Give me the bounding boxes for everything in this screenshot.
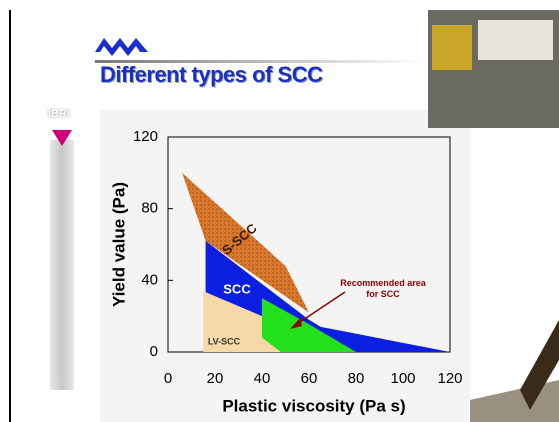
x-tick-label: 40: [254, 370, 271, 387]
slide-title: Different types of SCC: [100, 62, 322, 88]
region-label: LV-SCC: [208, 336, 241, 346]
y-tick-label: 120: [133, 128, 158, 145]
y-tick-label: 80: [141, 200, 158, 217]
y-axis-label: Yield value (Pa): [109, 182, 128, 307]
side-label: IBRI: [48, 108, 70, 120]
x-axis-label: Plastic viscosity (Pa s): [222, 396, 405, 415]
photo-corner: [470, 380, 559, 422]
x-tick-label: 80: [348, 370, 365, 387]
y-tick-label: 0: [150, 343, 158, 360]
x-tick-label: 60: [301, 370, 318, 387]
annotation: Recommended area for SCC: [338, 278, 428, 300]
x-tick-label: 0: [164, 370, 172, 387]
x-tick-label: 100: [390, 370, 415, 387]
y-tick-label: 40: [141, 271, 158, 288]
photo-detail: [478, 20, 553, 60]
slide: 0 20 40 60 80 100 120 0 40 80 120 Plastic viscosity…: [0, 0, 559, 422]
logo: [95, 38, 148, 56]
side-bar: [50, 140, 74, 390]
region-label: SCC: [223, 281, 251, 296]
x-tick-label: 20: [207, 370, 224, 387]
photo-detail: [432, 25, 472, 70]
x-tick-label: 120: [437, 370, 462, 387]
